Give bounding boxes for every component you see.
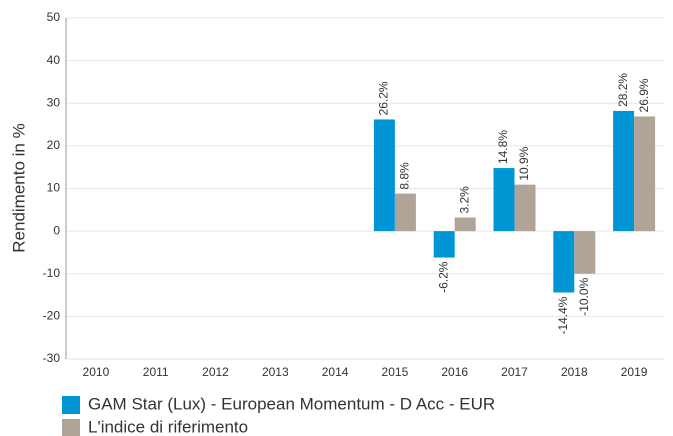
legend-label: L'indice di riferimento: [88, 417, 248, 436]
legend-swatch: [62, 396, 80, 414]
value-label: -10.0%: [577, 277, 591, 315]
value-label: 26.2%: [377, 81, 391, 115]
x-tick-label: 2019: [621, 365, 648, 379]
x-tick-label: 2018: [561, 365, 588, 379]
bar: [553, 231, 575, 293]
y-tick-label: -20: [43, 309, 61, 323]
x-tick-label: 2017: [501, 365, 528, 379]
value-label: -6.2%: [436, 261, 450, 293]
bar: [574, 231, 596, 274]
y-tick-label: 0: [53, 223, 60, 237]
bar: [373, 119, 395, 232]
x-tick-label: 2013: [262, 365, 289, 379]
legend-label: GAM Star (Lux) - European Momentum - D A…: [88, 394, 495, 413]
x-tick-label: 2010: [83, 365, 110, 379]
x-tick-label: 2014: [322, 365, 349, 379]
bar: [634, 116, 656, 232]
bar: [433, 231, 455, 258]
bar: [514, 184, 536, 232]
y-tick-label: 40: [47, 53, 61, 67]
value-label: 8.8%: [398, 162, 412, 190]
x-tick-label: 2015: [382, 365, 409, 379]
value-label: 3.2%: [457, 186, 471, 214]
y-axis-label: Rendimento in %: [9, 123, 28, 252]
value-label: 10.9%: [517, 146, 531, 180]
y-tick-label: -30: [43, 351, 61, 365]
x-tick-label: 2011: [143, 365, 169, 379]
value-label: 26.9%: [637, 78, 651, 112]
bar: [493, 168, 515, 232]
y-tick-label: 20: [47, 138, 61, 152]
value-label: -14.4%: [556, 296, 570, 334]
value-label: 28.2%: [616, 73, 630, 107]
bar: [454, 217, 476, 232]
bar: [613, 110, 635, 232]
legend-swatch: [62, 419, 80, 436]
y-tick-label: 50: [47, 10, 61, 24]
x-tick-label: 2016: [441, 365, 468, 379]
y-tick-label: 30: [47, 95, 61, 109]
value-label: 14.8%: [496, 130, 510, 164]
bar: [394, 193, 416, 232]
y-tick-label: -10: [43, 266, 61, 280]
x-tick-label: 2012: [202, 365, 229, 379]
y-tick-label: 10: [47, 181, 61, 195]
